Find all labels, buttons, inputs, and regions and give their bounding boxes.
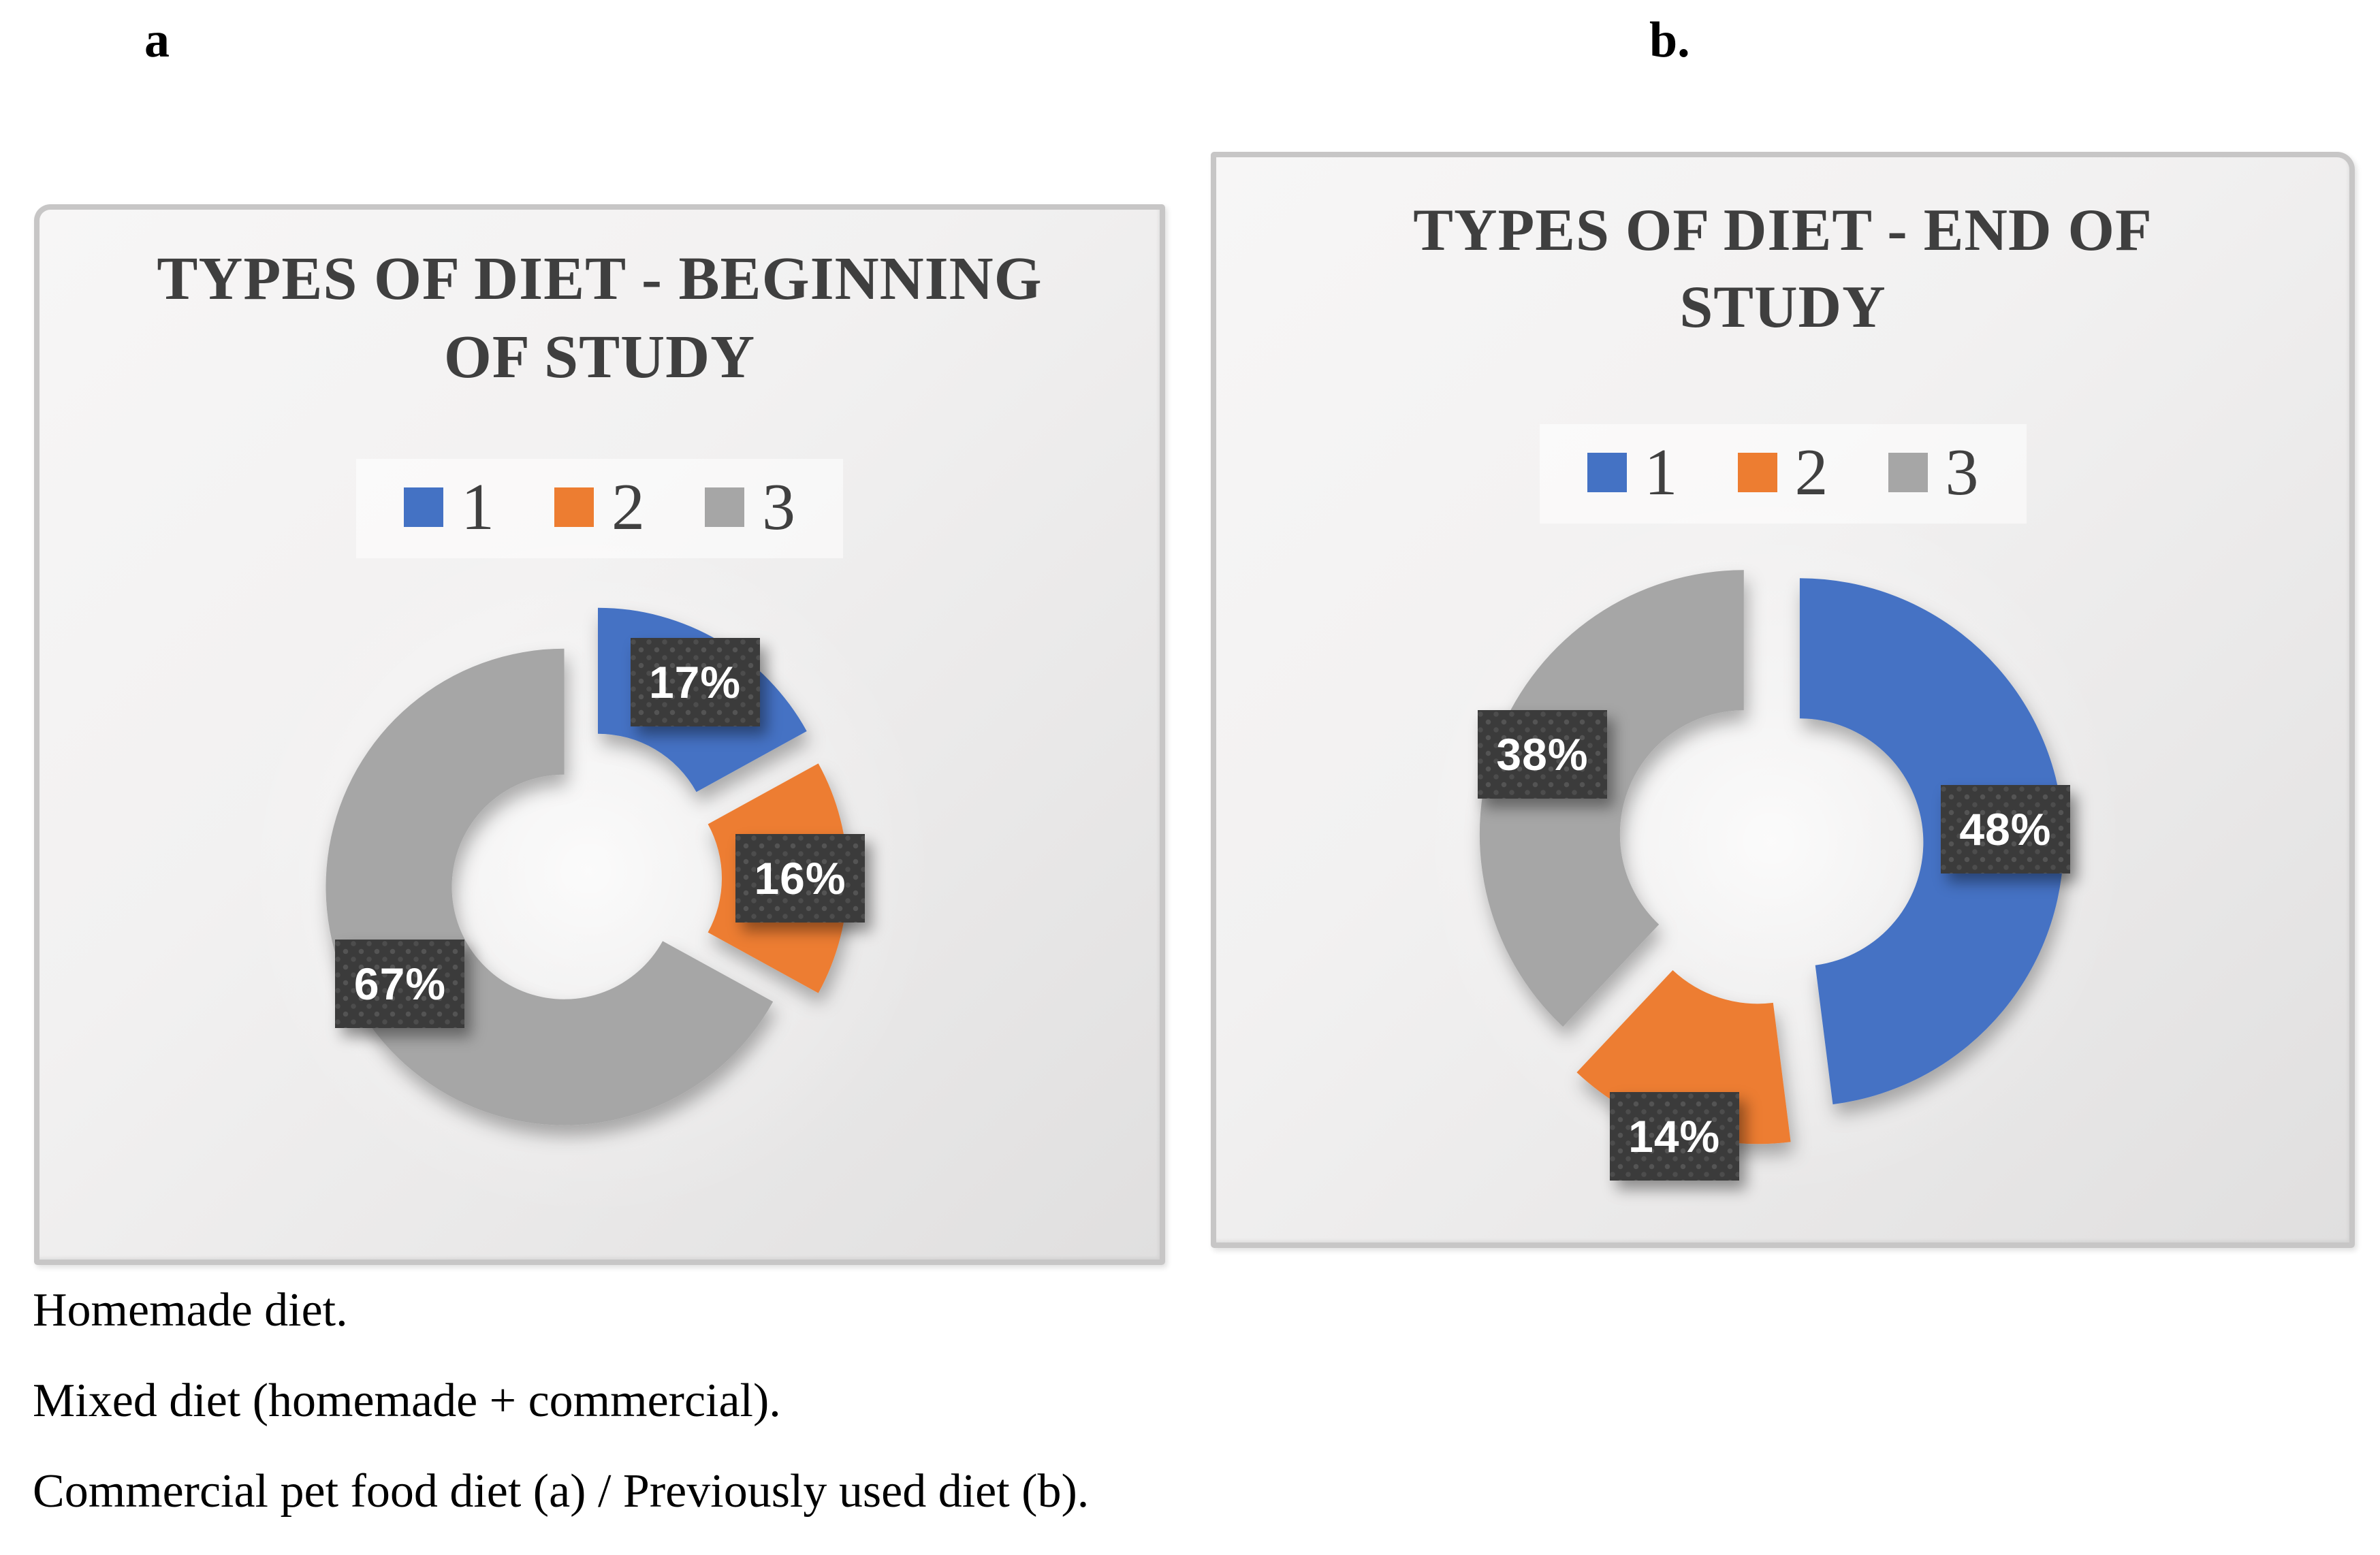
chart-title: TYPES OF DIET - END OF STUDY: [1413, 197, 2153, 340]
data-labels-layer: 17% 16% 67%: [39, 210, 1160, 1260]
legend-label: 2: [1794, 436, 1828, 509]
data-label-16%: 16%: [735, 834, 865, 923]
legend-item-2: 2: [1737, 436, 1828, 509]
chart-panel-end-of-study: TYPES OF DIET - END OF STUDY 1 2 3 48% 14% 3…: [1211, 152, 2355, 1248]
legend-label: 1: [461, 470, 494, 544]
data-label-17%: 17%: [630, 637, 760, 726]
figure-label-a: a: [144, 12, 170, 68]
legend-label: 3: [1945, 436, 1979, 509]
chart-legend: 1 2 3: [1539, 424, 2027, 524]
legend-item-1: 1: [1587, 439, 1678, 506]
legend-wrap: 1 2 3: [1216, 424, 2349, 524]
legend-label: 2: [612, 470, 645, 544]
legend-swatch-icon: [1587, 453, 1627, 492]
data-label-67%: 67%: [335, 940, 465, 1029]
legend-swatch-icon: [1737, 453, 1777, 492]
legend-swatch-icon: [404, 487, 443, 527]
donut-slice-3: [1479, 570, 1744, 1027]
caption-homemade-diet: Homemade diet.: [33, 1284, 348, 1336]
legend-swatch-icon: [554, 487, 594, 527]
legend-item-3: 3: [1888, 439, 1979, 506]
figure-label-b: b.: [1649, 12, 1690, 68]
legend-item-2: 2: [554, 474, 645, 541]
legend-swatch-icon: [1888, 453, 1928, 492]
data-label-48%: 48%: [1940, 785, 2070, 874]
caption-mixed-diet: Mixed diet (homemade + commercial).: [33, 1375, 781, 1427]
chart-plot-area: TYPES OF DIET - END OF STUDY 1 2 3 48% 14% 3…: [1216, 157, 2349, 1243]
chart-title: TYPES OF DIET - BEGINNING OF STUDY: [157, 245, 1043, 391]
legend-item-1: 1: [404, 474, 494, 541]
legend-label: 1: [1644, 436, 1678, 509]
data-labels-layer: 48% 14% 38%: [1216, 157, 2349, 1243]
data-label-38%: 38%: [1477, 710, 1607, 799]
legend-label: 3: [762, 470, 795, 544]
legend-swatch-icon: [705, 487, 744, 527]
data-label-14%: 14%: [1609, 1091, 1739, 1181]
caption-commercial-diet: Commercial pet food diet (a) / Previousl…: [33, 1465, 1090, 1518]
donut-slice-1: [1799, 578, 2064, 1105]
legend-item-3: 3: [705, 474, 795, 541]
